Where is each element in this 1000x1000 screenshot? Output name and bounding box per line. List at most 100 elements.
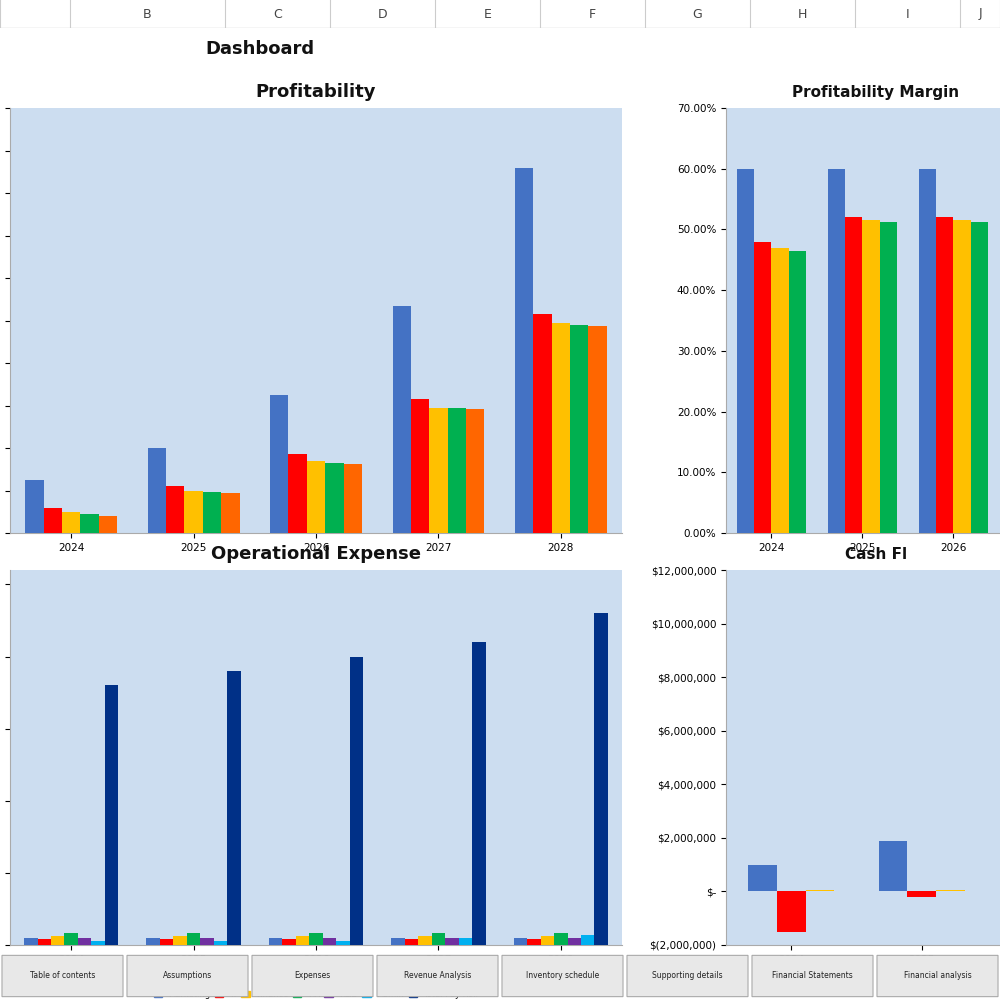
- Bar: [392, 306, 411, 533]
- Bar: [907, 891, 936, 897]
- Bar: [25, 480, 44, 533]
- Bar: [581, 935, 594, 945]
- Bar: [432, 933, 445, 945]
- Bar: [269, 938, 282, 945]
- FancyBboxPatch shape: [627, 955, 748, 997]
- Bar: [936, 217, 953, 533]
- Bar: [845, 217, 862, 533]
- Bar: [771, 248, 789, 533]
- Title: Profitability Margin: Profitability Margin: [792, 85, 960, 100]
- Bar: [38, 939, 51, 945]
- FancyBboxPatch shape: [377, 955, 498, 997]
- Bar: [166, 486, 184, 533]
- Text: Inventory schedule: Inventory schedule: [526, 971, 599, 980]
- Bar: [953, 220, 971, 533]
- Bar: [777, 891, 806, 932]
- Text: I: I: [906, 7, 909, 20]
- Bar: [971, 222, 988, 533]
- Bar: [309, 933, 323, 945]
- Bar: [588, 326, 607, 533]
- Bar: [541, 936, 554, 945]
- Bar: [99, 516, 117, 533]
- Bar: [214, 941, 227, 945]
- Text: E: E: [484, 7, 491, 20]
- Bar: [936, 890, 965, 891]
- Bar: [64, 933, 78, 945]
- Text: H: H: [798, 7, 807, 20]
- Bar: [24, 938, 38, 945]
- Text: D: D: [378, 7, 387, 20]
- Bar: [344, 464, 362, 533]
- Bar: [78, 938, 91, 945]
- Bar: [307, 461, 325, 533]
- Text: Financial Statements: Financial Statements: [772, 971, 853, 980]
- Bar: [466, 409, 484, 533]
- Text: Revenue Analysis: Revenue Analysis: [404, 971, 471, 980]
- Bar: [105, 685, 118, 945]
- Bar: [919, 169, 936, 533]
- FancyBboxPatch shape: [252, 955, 373, 997]
- Bar: [533, 314, 552, 533]
- Text: Table of contents: Table of contents: [30, 971, 95, 980]
- Bar: [515, 167, 533, 533]
- Bar: [405, 939, 418, 945]
- Bar: [350, 657, 363, 945]
- Bar: [288, 454, 307, 533]
- Bar: [62, 512, 80, 533]
- FancyBboxPatch shape: [752, 955, 873, 997]
- Bar: [806, 890, 834, 891]
- Text: Expenses: Expenses: [294, 971, 331, 980]
- Bar: [527, 939, 541, 945]
- Bar: [187, 933, 200, 945]
- Bar: [554, 933, 568, 945]
- Bar: [336, 941, 350, 945]
- Bar: [789, 251, 806, 533]
- Bar: [570, 325, 588, 533]
- Bar: [737, 169, 754, 533]
- Bar: [282, 939, 296, 945]
- Bar: [221, 493, 240, 533]
- FancyBboxPatch shape: [2, 955, 123, 997]
- Bar: [391, 938, 405, 945]
- Legend: Gross Margin, Earning Before Interest and Tax Margin: Gross Margin, Earning Before Interest an…: [775, 580, 977, 610]
- Bar: [270, 395, 288, 533]
- Bar: [445, 938, 459, 945]
- Bar: [568, 938, 581, 945]
- Bar: [227, 671, 241, 945]
- Text: B: B: [143, 7, 152, 20]
- Bar: [429, 408, 448, 533]
- Bar: [160, 939, 173, 945]
- Bar: [594, 613, 608, 945]
- Bar: [514, 938, 527, 945]
- Text: F: F: [589, 7, 596, 20]
- Bar: [91, 941, 105, 945]
- Bar: [44, 508, 62, 533]
- Text: Financial analysis: Financial analysis: [904, 971, 971, 980]
- FancyBboxPatch shape: [127, 955, 248, 997]
- Text: C: C: [273, 7, 282, 20]
- Title: Operational Expense: Operational Expense: [211, 545, 421, 563]
- Text: Dashboard: Dashboard: [205, 39, 315, 57]
- Bar: [325, 463, 344, 533]
- FancyBboxPatch shape: [502, 955, 623, 997]
- Bar: [203, 492, 221, 533]
- Bar: [880, 222, 897, 533]
- Bar: [552, 323, 570, 533]
- Text: G: G: [693, 7, 702, 20]
- Legend: Net Cash flow from Operating Activities, Net Cash Flow From Investing Activities: Net Cash flow from Operating Activities,…: [781, 998, 971, 1000]
- Bar: [418, 936, 432, 945]
- Bar: [459, 938, 472, 945]
- Bar: [51, 936, 64, 945]
- Title: Profitability: Profitability: [256, 83, 376, 101]
- Bar: [323, 938, 336, 945]
- Title: Cash Fl: Cash Fl: [845, 547, 907, 562]
- Bar: [879, 841, 907, 891]
- Bar: [411, 399, 429, 533]
- Bar: [748, 865, 777, 891]
- Bar: [828, 169, 845, 533]
- Bar: [173, 936, 187, 945]
- Legend: Marketing, IT, Finance, HR, R&D, Admin, Total Pay Roll: Marketing, IT, Finance, HR, R&D, Admin, …: [150, 987, 482, 1000]
- Bar: [472, 642, 486, 945]
- Bar: [754, 242, 771, 533]
- Bar: [448, 408, 466, 533]
